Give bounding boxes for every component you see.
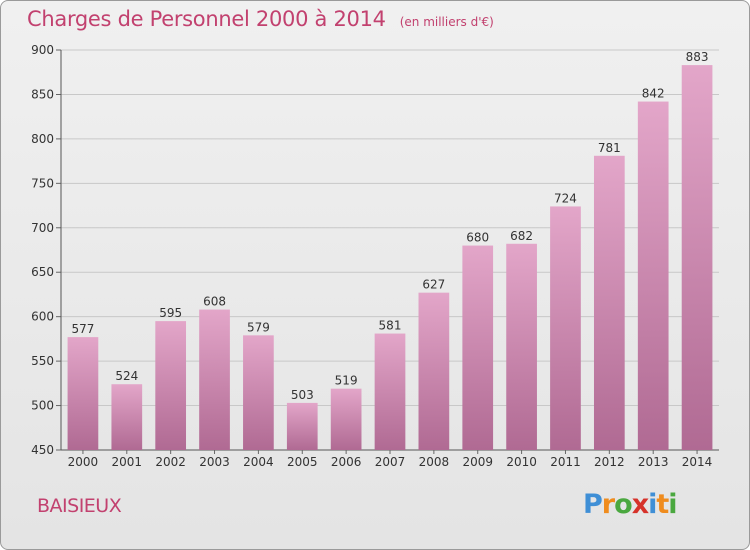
x-tick-label: 2004 (243, 455, 274, 469)
logo-letter: o (614, 489, 633, 520)
y-tick-label: 650 (31, 265, 54, 279)
x-tick-label: 2010 (506, 455, 537, 469)
bar-2014 (681, 65, 713, 450)
x-tick-label: 2008 (419, 455, 450, 469)
value-label: 781 (598, 141, 621, 155)
bar-2000 (67, 337, 99, 450)
x-tick-label: 2013 (638, 455, 669, 469)
bar-2013 (637, 101, 669, 451)
value-label: 842 (642, 87, 665, 101)
y-tick-label: 750 (31, 176, 54, 190)
x-tick-label: 2002 (155, 455, 186, 469)
value-label: 724 (554, 191, 577, 205)
bar-2002 (155, 321, 187, 450)
value-label: 608 (203, 295, 226, 309)
value-label: 682 (510, 229, 533, 243)
bar-2004 (243, 335, 274, 450)
x-tick-label: 2014 (682, 455, 713, 469)
y-tick-label: 550 (31, 354, 54, 368)
proxiti-logo[interactable]: Proxiti (583, 489, 678, 520)
x-tick-label: 2012 (594, 455, 625, 469)
value-label: 579 (247, 320, 270, 334)
value-label: 519 (335, 374, 358, 388)
logo-letter: r (601, 489, 615, 520)
y-tick-label: 800 (31, 132, 54, 146)
x-tick-label: 2005 (287, 455, 318, 469)
value-label: 524 (115, 369, 138, 383)
y-tick-label: 700 (31, 221, 54, 235)
bar-2003 (199, 309, 230, 450)
value-label: 627 (422, 278, 445, 292)
x-tick-label: 2000 (68, 455, 99, 469)
y-tick-label: 450 (31, 443, 54, 457)
value-label: 595 (159, 306, 182, 320)
label-layer: 2000 577 2001 524 2002 595 2003 608 2004 579 2005 5… (68, 50, 713, 469)
commune-name: BAISIEUX (37, 495, 122, 517)
bar-2011 (550, 206, 581, 450)
bar-2008 (418, 292, 450, 450)
bar-2007 (374, 333, 406, 450)
x-tick-label: 2006 (331, 455, 362, 469)
title-text: Charges de Personnel 2000 à 2014 (27, 7, 386, 31)
chart-title: Charges de Personnel 2000 à 2014 (en mill… (27, 7, 494, 31)
x-tick-label: 2009 (462, 455, 493, 469)
logo-letter: i (668, 489, 677, 520)
logo-letter: P (583, 489, 603, 520)
bar-2010 (506, 243, 537, 450)
bar-2001 (111, 384, 143, 450)
bar-2009 (462, 245, 494, 450)
x-tick-label: 2003 (199, 455, 230, 469)
value-label: 503 (291, 388, 314, 402)
bar-layer (67, 65, 713, 451)
x-tick-label: 2007 (375, 455, 406, 469)
bar-2005 (286, 402, 318, 450)
y-tick-label: 600 (31, 310, 54, 324)
value-label: 883 (686, 50, 709, 64)
x-tick-label: 2001 (112, 455, 143, 469)
y-tick-label: 500 (31, 399, 54, 413)
value-label: 577 (71, 322, 94, 336)
logo-letter: x (631, 489, 649, 520)
x-tick-label: 2011 (550, 455, 581, 469)
y-tick-label: 900 (31, 43, 54, 57)
logo-letter: i (648, 489, 657, 520)
bar-2006 (330, 388, 362, 450)
chart-subtitle: (en milliers d'€) (399, 15, 494, 29)
value-label: 581 (379, 319, 402, 333)
y-tick-label: 850 (31, 87, 54, 101)
value-label: 680 (466, 231, 489, 245)
bar-2012 (593, 155, 625, 450)
logo-letter: t (656, 489, 669, 520)
